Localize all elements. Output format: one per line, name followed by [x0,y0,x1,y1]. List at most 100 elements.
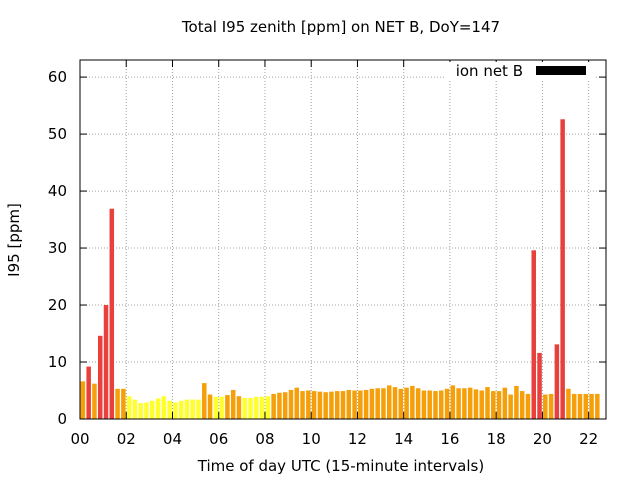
bar [525,393,531,419]
x-tick-label: 04 [163,430,182,448]
bar [126,396,132,419]
bar [103,305,109,419]
bar [410,385,415,419]
bar [589,393,594,419]
bar [496,391,502,419]
bar [502,387,508,419]
bar [415,388,421,419]
bar [115,388,120,419]
bar [167,400,172,419]
bar [595,393,600,419]
bar [248,397,253,419]
bar [294,387,300,419]
bar [323,392,328,419]
legend-label: ion net B [456,62,523,80]
x-tick-label: 18 [487,430,506,448]
bar [444,388,450,419]
bar [358,390,363,419]
bar [144,402,149,419]
bar [277,392,282,419]
x-tick-labels: 00 02 04 06 08 10 12 14 16 18 20 22 [70,430,598,448]
bar [306,390,311,419]
bar [386,385,392,419]
bar [288,389,294,419]
bar [334,391,340,419]
bar [352,390,357,419]
bar [508,394,513,419]
y-tick-label: 40 [48,182,67,200]
bar [514,385,519,419]
x-tick-label: 06 [209,430,228,448]
bar [317,391,323,419]
x-tick-label: 00 [70,430,89,448]
chart-title: Total I95 zenith [ppm] on NET B, DoY=147 [181,18,500,36]
bar [92,383,97,419]
bar [473,389,479,419]
bar [363,389,369,419]
bar [427,390,432,419]
y-tick-label: 10 [48,353,67,371]
bar [271,393,276,419]
bar [300,391,305,419]
bar [190,399,195,419]
bar [259,396,265,419]
bar [398,388,404,419]
bar [577,393,583,419]
bars [80,119,600,419]
legend: ion net B [445,62,595,80]
bar [254,396,259,419]
bar [225,395,230,419]
bar [132,399,138,419]
y-tick-label: 30 [48,239,67,257]
bar [230,389,236,419]
bar [178,400,184,419]
bar [404,387,409,419]
bar [554,344,560,419]
x-tick-label: 22 [579,430,598,448]
bar [161,396,167,419]
bar [450,385,456,419]
bar [491,391,496,419]
y-tick-labels: 0 10 20 30 40 50 60 [48,68,67,428]
plot-frame [79,59,607,420]
bar [207,394,213,419]
bar [282,392,288,419]
bar [467,387,473,419]
bar [149,400,155,419]
x-tick-label: 12 [348,430,367,448]
bar [566,388,571,419]
bar [340,391,346,419]
x-tick-label: 08 [255,430,274,448]
bar [571,393,577,419]
bar [196,399,201,419]
bar [392,387,398,419]
y-axis-label: I95 [ppm] [5,203,23,277]
x-axis-label: Time of day UTC (15-minute intervals) [197,457,484,475]
y-tick-label: 20 [48,296,67,314]
bar [421,390,427,419]
bar [462,388,467,419]
bar [86,366,91,419]
x-tick-label: 10 [302,430,321,448]
grid [80,60,606,419]
bar [537,352,542,419]
bar [485,387,490,419]
bar [202,383,207,419]
bar [138,403,143,419]
bar [381,388,386,419]
bar [433,391,438,419]
x-tick-label: 20 [533,430,552,448]
bar [543,394,548,419]
bar [173,402,178,419]
bar [519,391,525,419]
y-tick-label: 0 [57,410,67,428]
bar [439,390,444,419]
bar [583,393,589,419]
bar [80,381,86,419]
bar [369,388,375,419]
bar [121,388,126,419]
x-tick-label: 02 [117,430,136,448]
y-tick-label: 60 [48,68,67,86]
bar [213,396,219,419]
